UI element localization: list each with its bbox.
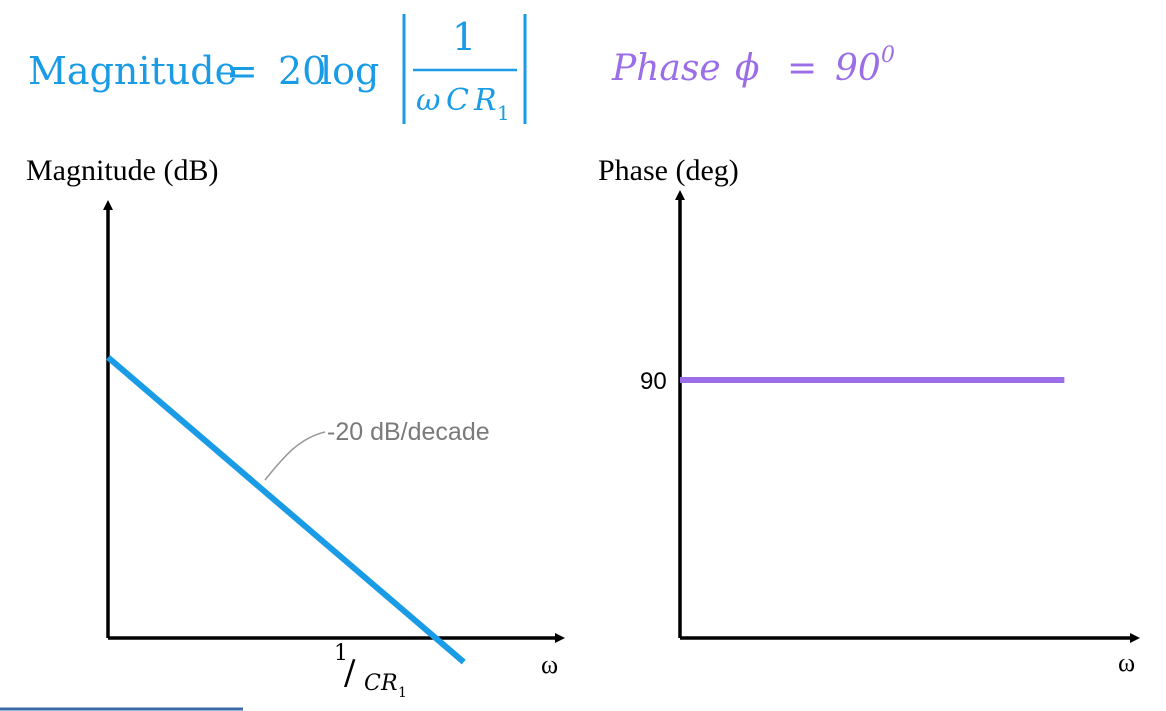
phase-eq-equals: = <box>787 48 817 89</box>
phase-x-axis-label: ω <box>1118 648 1135 677</box>
magnitude-eq-R: R <box>473 83 497 118</box>
phase-eq-symbol: ϕ <box>735 48 760 89</box>
cutoff-subscript: 1 <box>398 685 407 701</box>
slope-annotation-leader <box>264 431 326 481</box>
cutoff-R: R <box>380 671 398 696</box>
magnitude-eq-R-subscript: 1 <box>497 101 510 125</box>
magnitude-eq-coefficient: 20 <box>278 49 326 93</box>
cutoff-numerator: 1 <box>334 641 348 666</box>
phase-y-tick-90: 90 <box>640 368 667 395</box>
slope-annotation: -20 dB/decade <box>327 418 490 446</box>
cutoff-C: C <box>364 671 381 696</box>
cutoff-tick-label: 1 / C R 1 <box>334 641 407 701</box>
phase-y-axis-label: Phase (deg) <box>598 154 739 187</box>
magnitude-x-axis-label: ω <box>541 650 558 679</box>
magnitude-eq-label: Magnitude <box>28 49 237 93</box>
magnitude-series-line <box>106 355 466 665</box>
magnitude-y-axis-label: Magnitude (dB) <box>26 154 218 187</box>
phase-equation: Phase ϕ = 90 0 <box>611 43 895 89</box>
magnitude-eq-C: C <box>446 83 469 118</box>
phase-chart: Phase (deg) 90 ω <box>598 154 1140 677</box>
magnitude-equation: Magnitude = 20 log 1 ω C R 1 <box>28 14 527 125</box>
phase-eq-value: 90 <box>835 48 881 89</box>
magnitude-eq-numerator: 1 <box>452 15 476 59</box>
magnitude-eq-log: log <box>320 49 379 93</box>
phase-eq-superscript: 0 <box>881 43 895 68</box>
magnitude-eq-omega: ω <box>416 83 440 118</box>
phase-eq-label: Phase <box>611 48 721 89</box>
magnitude-chart: Magnitude (dB) -20 dB/decade 1 / C R 1 ω <box>26 154 565 701</box>
magnitude-eq-equals: = <box>226 49 258 93</box>
cutoff-slash: / <box>344 653 356 693</box>
